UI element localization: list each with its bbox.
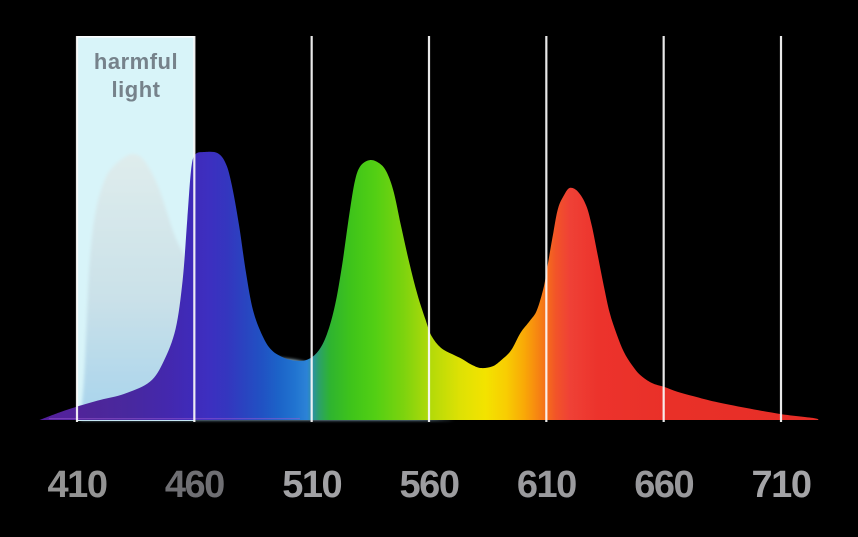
spectrum-curve <box>39 151 819 420</box>
harmful-light-label: harmful light <box>93 49 179 102</box>
